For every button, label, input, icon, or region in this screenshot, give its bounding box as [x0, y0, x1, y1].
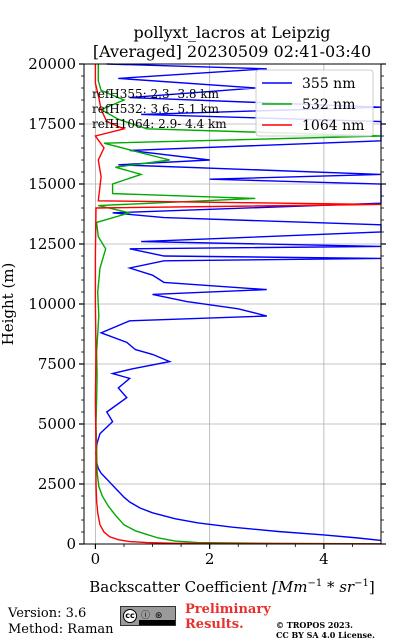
series-line-355-nm: [95, 63, 382, 542]
y-tick-label: 7500: [38, 355, 76, 373]
y-tick-label: 5000: [38, 415, 76, 433]
cc-badge-bar: [139, 620, 175, 625]
x-tick-label: 4: [319, 550, 329, 568]
y-tick-label: 2500: [38, 475, 76, 493]
legend-label-1064: 1064 nm: [302, 118, 364, 134]
x-axis-label-sup1: −1: [307, 578, 322, 589]
copyright-line2: CC BY SA 4.0 License.: [276, 630, 375, 640]
y-axis-label: Height (m): [0, 263, 17, 346]
legend-label-532: 532 nm: [302, 97, 355, 113]
x-axis-label-mid: * sr: [322, 578, 355, 596]
legend: 355 nm 532 nm 1064 nm: [255, 69, 374, 137]
ref-height-1064: refH1064: 2.9- 4.4 km: [92, 117, 227, 131]
x-tick-label: 0: [91, 550, 101, 568]
chart-title-line1: pollyxt_lacros at Leipzig: [133, 23, 330, 42]
x-axis-label-prefix: Backscatter Coefficient: [89, 578, 272, 596]
legend-label-355: 355 nm: [302, 76, 355, 92]
x-axis-label: Backscatter Coefficient [Mm−1 * sr−1]: [89, 578, 374, 596]
ref-height-532: refH532: 3.6- 5.1 km: [92, 102, 220, 116]
y-tick-label: 20000: [28, 55, 76, 73]
y-tick-label: 17500: [28, 115, 76, 133]
axis-ticks: 0 2500 5000 7500 10000 12500 15000 17500 20000 0 2…: [28, 55, 386, 568]
backscatter-profile-chart: pollyxt_lacros at Leipzig [Averaged] 202…: [0, 23, 386, 596]
version-text: Version: 3.6: [8, 606, 87, 621]
x-tick-label: 2: [205, 550, 215, 568]
y-tick-label: 12500: [28, 235, 76, 253]
method-text: Method: Raman: [8, 622, 114, 637]
cc-logo-icon: cc: [123, 609, 137, 623]
y-tick-label: 0: [66, 535, 76, 553]
preliminary-line1: Preliminary: [185, 602, 271, 617]
y-tick-label: 15000: [28, 175, 76, 193]
x-axis-label-unit: [Mm: [272, 578, 307, 596]
series-line-1064-nm: [94, 64, 382, 545]
x-axis-label-sup2: −1: [354, 578, 369, 589]
ref-height-355: refH355: 2.3- 3.8 km: [92, 87, 220, 101]
legend-box: [255, 69, 374, 137]
reference-heights: refH355: 2.3- 3.8 km refH532: 3.6- 5.1 k…: [92, 87, 227, 131]
chart-title-line2: [Averaged] 20230509 02:41-03:40: [93, 42, 371, 61]
copyright-line1: © TROPOS 2023.: [276, 620, 353, 630]
preliminary-notice: Preliminary Results.: [185, 602, 271, 632]
x-axis-label-end: ]: [369, 578, 375, 596]
y-tick-label: 10000: [28, 295, 76, 313]
cc-by-sa-icons: ⓘ ⊛: [141, 611, 164, 621]
preliminary-line2: Results.: [185, 617, 244, 632]
cc-license-badge: cc ⓘ ⊛: [120, 606, 176, 626]
copyright-notice: © TROPOS 2023. CC BY SA 4.0 License.: [276, 620, 375, 640]
